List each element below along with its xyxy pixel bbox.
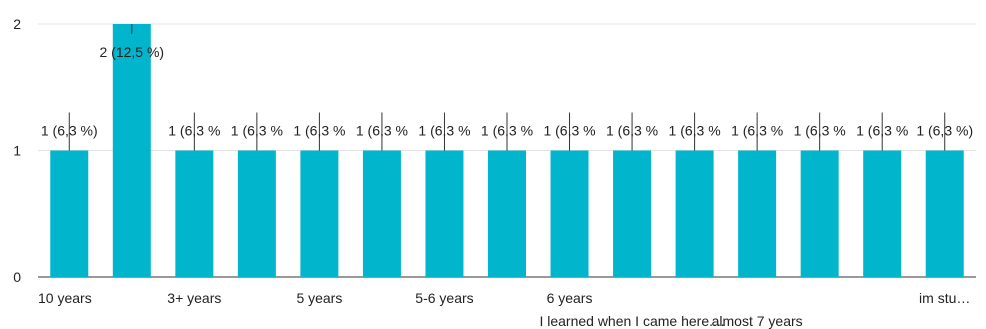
- data-label: 1 (6,3 %: [856, 123, 908, 139]
- bar: [50, 150, 89, 277]
- data-label: 1 (6,3 %: [293, 123, 345, 139]
- data-label: 1 (6,3 %: [669, 123, 721, 139]
- bar: [925, 150, 964, 277]
- y-tick-label: 0: [13, 269, 21, 285]
- y-tick-label: 1: [13, 143, 21, 159]
- x-tick-label: 5 years: [296, 290, 342, 306]
- data-label: 1 (6,3 %: [168, 123, 220, 139]
- x-tick-label: I learned when I came here....: [539, 313, 724, 329]
- bar: [175, 150, 214, 277]
- bar: [425, 150, 464, 277]
- bar: [738, 150, 777, 277]
- data-label: 1 (6,3 %): [41, 123, 98, 139]
- bar: [550, 150, 589, 277]
- y-axis-ticks: 0 1 2: [13, 16, 21, 285]
- data-label: 1 (6,3 %: [794, 123, 846, 139]
- bar: [863, 150, 902, 277]
- bar: [112, 24, 151, 277]
- x-tick-label: 6 years: [547, 290, 593, 306]
- data-label: 1 (6,3 %: [418, 123, 470, 139]
- data-label: 2 (12,5 %): [100, 44, 165, 60]
- data-label: 1 (6,3 %: [731, 123, 783, 139]
- data-label: 1 (6,3 %: [231, 123, 283, 139]
- bar: [675, 150, 714, 277]
- bar: [488, 150, 526, 277]
- data-label: 1 (6,3 %: [606, 123, 658, 139]
- x-tick-label: almost 7 years: [712, 313, 803, 329]
- data-label: 1 (6,3 %: [543, 123, 595, 139]
- x-tick-label: 10 years: [38, 290, 92, 306]
- data-label: 1 (6,3 %: [356, 123, 408, 139]
- bar: [300, 150, 339, 277]
- bar: [613, 150, 652, 277]
- data-label: 1 (6,3 %: [481, 123, 533, 139]
- x-axis-labels: 10 years 3+ years 5 years 5-6 years 6 years I…: [38, 290, 970, 329]
- bars: [50, 24, 964, 277]
- bar: [800, 150, 839, 277]
- data-label: 1 (6,3 %): [916, 123, 973, 139]
- y-tick-label: 2: [13, 16, 21, 32]
- data-labels: 1 (6,3 %) 2 (12,5 %) 1 (6,3 % 1 (6,3 % 1 (6,…: [41, 44, 973, 139]
- x-tick-label: im stu…: [919, 290, 970, 306]
- bar: [362, 150, 401, 277]
- label-connectors: [68, 24, 946, 151]
- x-tick-label: 5-6 years: [415, 290, 473, 306]
- x-tick-label: 3+ years: [167, 290, 221, 306]
- bar: [237, 150, 276, 277]
